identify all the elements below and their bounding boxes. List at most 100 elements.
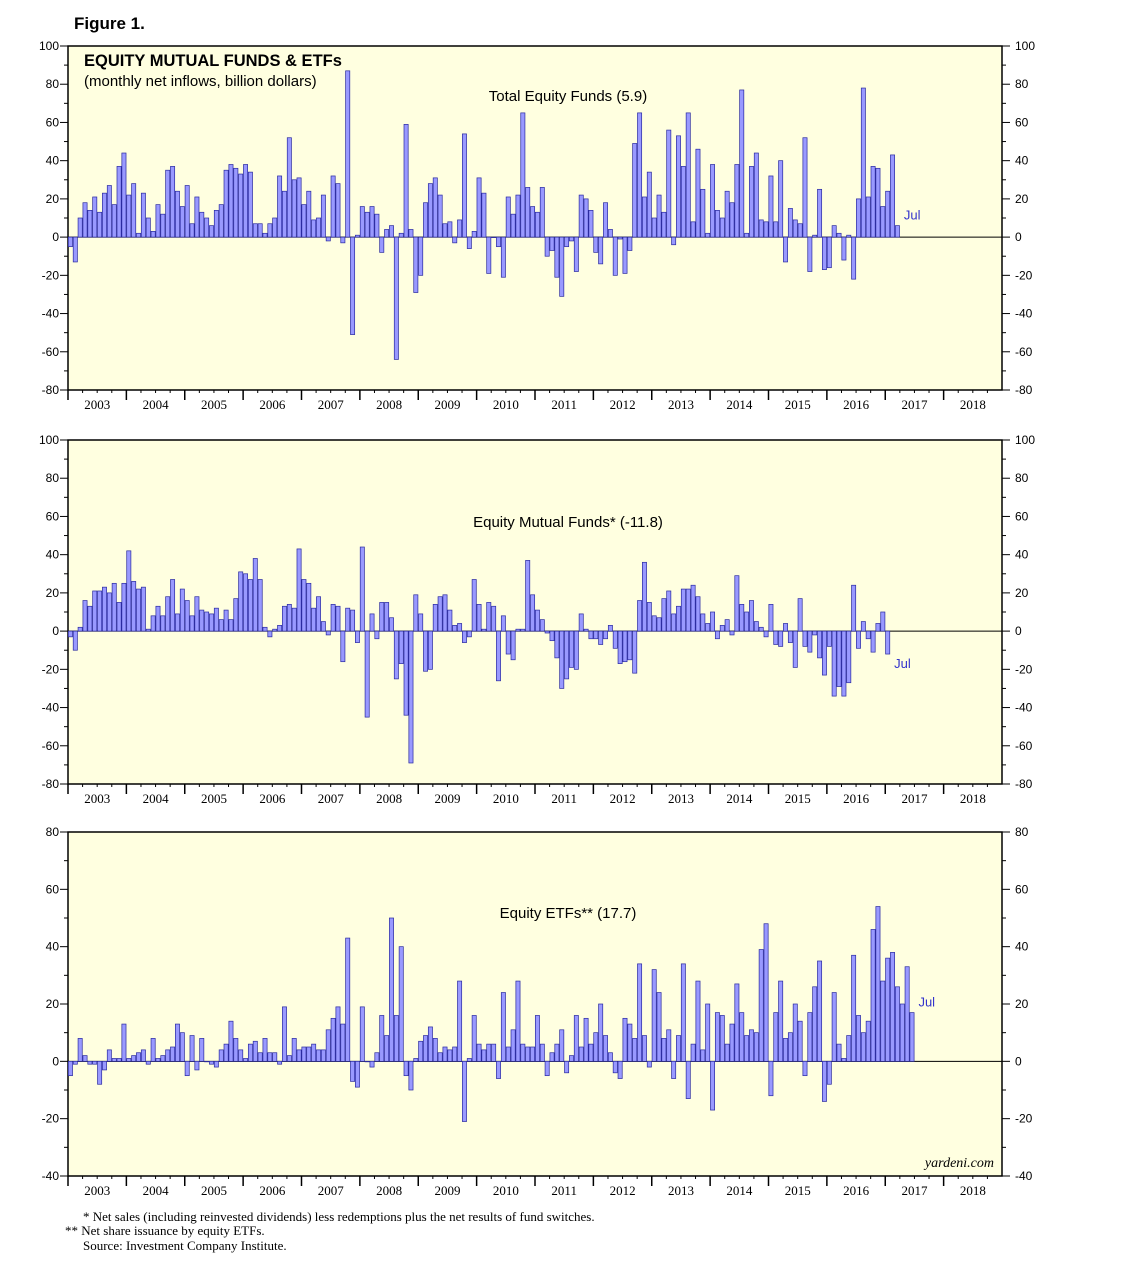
bar [136, 588, 141, 632]
bar [359, 1006, 365, 1062]
bar [296, 1049, 302, 1062]
watermark-yardeni: yardeni.com [923, 1156, 994, 1171]
y-tick-label-right: 100 [1015, 39, 1035, 53]
bar [345, 607, 351, 632]
x-tick-label: 2008 [376, 791, 402, 806]
y-tick-label-right: 80 [1015, 77, 1029, 91]
bar [695, 980, 701, 1062]
x-tick-label: 2007 [318, 1183, 345, 1198]
bar [121, 582, 127, 632]
bar [583, 1017, 589, 1062]
bar [330, 1017, 336, 1062]
bar [783, 1038, 788, 1062]
bar [564, 1060, 570, 1074]
bar [457, 623, 463, 632]
y-tick-label-right: -40 [1015, 1169, 1033, 1183]
bar [617, 630, 623, 664]
bar [213, 210, 219, 238]
bar [471, 1015, 477, 1062]
bar [111, 1058, 117, 1062]
bar [680, 588, 686, 632]
bar [496, 1060, 501, 1079]
chart-title: Equity ETFs** (17.7) [500, 905, 637, 922]
bar [573, 236, 579, 272]
bar [165, 596, 171, 632]
bar [700, 188, 706, 238]
bar [724, 619, 730, 632]
bar [510, 630, 516, 661]
bar [199, 609, 205, 632]
bar [170, 579, 176, 632]
bar [656, 992, 662, 1062]
bar [238, 173, 244, 238]
bar [330, 604, 336, 632]
bar [851, 584, 857, 632]
bar [909, 1012, 915, 1062]
bar [642, 1035, 647, 1062]
bar [136, 232, 141, 238]
x-tick-label: 2018 [960, 1183, 986, 1198]
bar [583, 628, 589, 632]
bar [539, 187, 545, 238]
bar [564, 630, 570, 680]
bar [836, 630, 842, 687]
bar [311, 219, 317, 238]
bar [355, 1060, 360, 1088]
bar [384, 1035, 390, 1062]
y-tick-label-right: 80 [1015, 471, 1029, 485]
bar [379, 236, 385, 253]
bar [870, 630, 876, 653]
y-tick-label-left: 20 [46, 997, 60, 1011]
y-tick-label-right: 100 [1015, 433, 1035, 447]
x-tick-label: 2004 [143, 1183, 170, 1198]
bar [651, 615, 657, 632]
bar [802, 137, 808, 238]
bar [389, 225, 394, 238]
y-tick-label-right: -60 [1015, 739, 1033, 753]
bar [243, 164, 249, 238]
bar [486, 602, 492, 632]
y-tick-label-left: 80 [46, 825, 60, 839]
bar [856, 630, 861, 649]
x-tick-label: 2004 [143, 791, 170, 806]
bar [890, 154, 895, 238]
x-tick-label: 2017 [901, 397, 928, 412]
bar [72, 236, 78, 263]
bar [753, 152, 759, 238]
y-tick-label-right: 60 [1015, 509, 1029, 523]
bar [831, 225, 837, 238]
bar [296, 548, 302, 632]
bar [165, 169, 171, 238]
bar [247, 171, 253, 238]
bar [714, 630, 720, 640]
bar [340, 630, 346, 663]
bar [554, 630, 560, 659]
bar [870, 166, 876, 238]
bar [710, 164, 715, 238]
bar [807, 1012, 813, 1062]
y-tick-label-left: -20 [42, 662, 60, 676]
bar [238, 1049, 244, 1062]
bar [209, 613, 214, 632]
bar [121, 1023, 127, 1062]
bar [462, 1060, 467, 1122]
x-tick-label: 2018 [960, 791, 986, 806]
bar [87, 1060, 93, 1065]
bar [126, 550, 132, 632]
bar [155, 605, 161, 632]
bar [243, 1058, 249, 1062]
footnote-etf-issuance: ** Net share issuance by equity ETFs. [65, 1223, 265, 1238]
bar [218, 619, 224, 632]
bar [257, 223, 263, 238]
bar [607, 229, 613, 238]
plot-area [67, 831, 1003, 1177]
x-tick-label: 2005 [201, 791, 227, 806]
y-tick-label-right: 20 [1015, 586, 1029, 600]
bar [865, 196, 871, 238]
x-tick-label: 2012 [610, 1183, 636, 1198]
y-tick-label-left: -20 [42, 268, 60, 282]
bar [500, 236, 506, 278]
chart-panel-3: -40 -40 -20 -20 0 0 20 20 40 40 60 60 80 80 2003 2004 20… [42, 825, 1033, 1198]
bar [447, 221, 453, 238]
bar [637, 112, 643, 238]
